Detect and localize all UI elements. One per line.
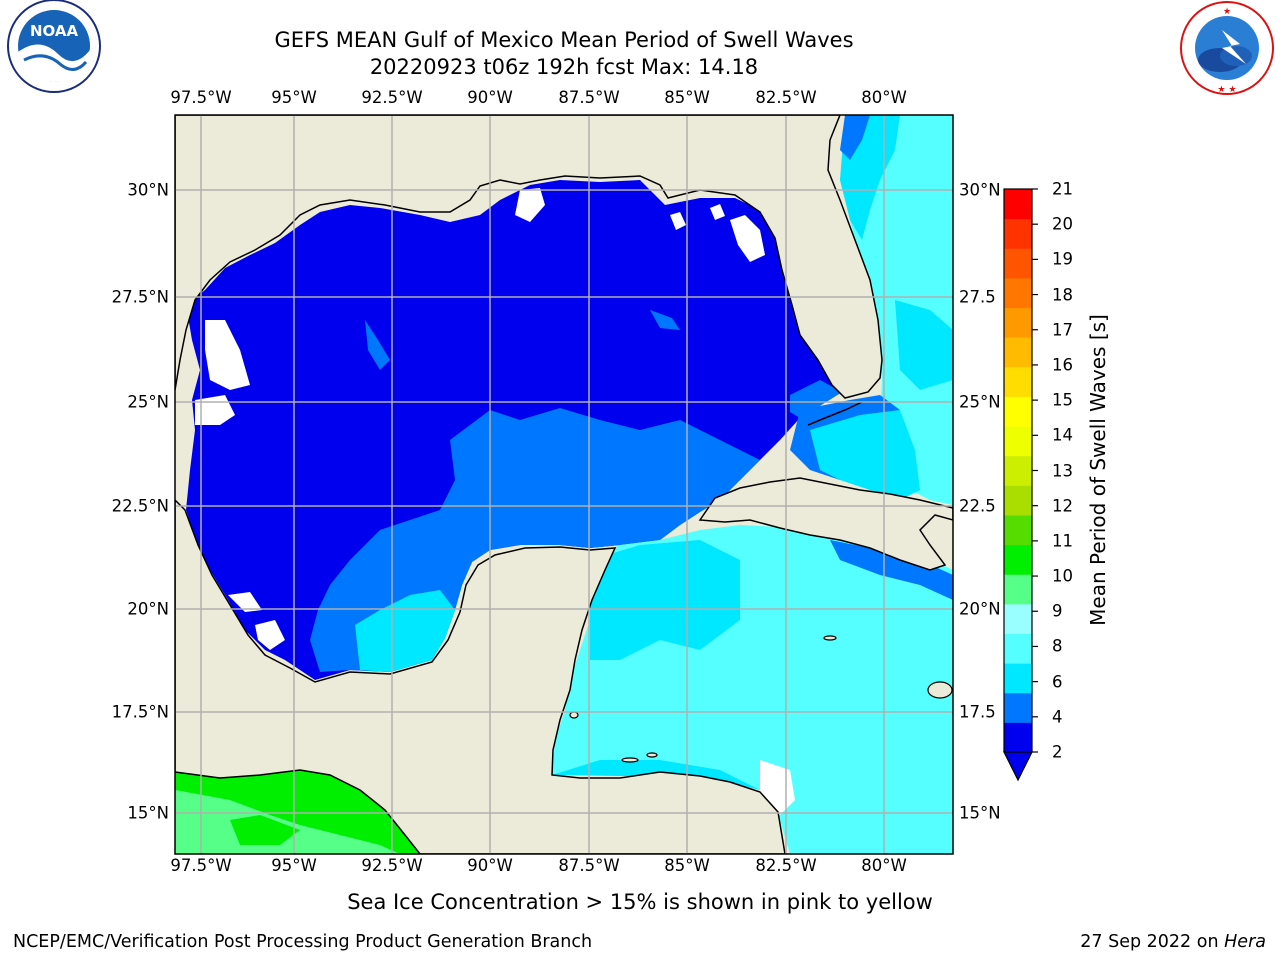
lon-label-bottom-2: 92.5°W — [361, 856, 423, 875]
colorbar-bin-14 — [1004, 307, 1032, 338]
lon-label-top-1: 95°W — [271, 88, 317, 107]
lat-label-left-1: 27.5°N — [111, 287, 169, 307]
colorbar-bin-4 — [1004, 603, 1032, 634]
colorbar-bin-0 — [1004, 722, 1032, 753]
colorbar-tick-5: 16 — [1052, 355, 1073, 375]
footer-date: 27 Sep 2022 on Hera — [1080, 932, 1266, 952]
colorbar-bin-10 — [1004, 426, 1032, 457]
colorbar-tick-6: 15 — [1052, 390, 1073, 410]
colorbar-tick-0: 21 — [1052, 179, 1073, 199]
map-frame — [174, 114, 954, 855]
lon-label-bottom-5: 85°W — [664, 856, 710, 875]
lon-label-top-6: 82.5°W — [755, 88, 817, 107]
lat-label-left-3: 22.5°N — [111, 496, 169, 516]
lat-label-right-0: 30°N — [959, 180, 1001, 200]
lat-label-left-0: 30°N — [127, 180, 169, 200]
us-mexico-land — [175, 115, 883, 399]
colorbar-bin-9 — [1004, 455, 1032, 486]
plot-title: GEFS MEAN Gulf of Mexico Mean Period of … — [274, 28, 854, 52]
plot-subtitle: 20220923 t06z 192h fcst Max: 14.18 — [369, 55, 759, 79]
map-area — [175, 115, 953, 854]
map-grid — [175, 115, 953, 854]
colorbar-tick-7: 14 — [1052, 425, 1073, 445]
lon-label-top-3: 90°W — [467, 88, 513, 107]
colorbar-bin-16 — [1004, 248, 1032, 279]
colorbar-bin-3 — [1004, 633, 1032, 664]
lat-label-right-2: 25°N — [959, 392, 1001, 412]
colorbar-tick-13: 8 — [1052, 636, 1063, 656]
lon-label-bottom-3: 90°W — [467, 856, 513, 875]
colorbar — [1003, 188, 1038, 782]
svg-text:★ ★: ★ ★ — [1217, 85, 1236, 95]
colorbar-extend-arrow — [1003, 751, 1033, 782]
colorbar-tick-3: 18 — [1052, 285, 1073, 305]
lon-label-bottom-6: 82.5°W — [755, 856, 817, 875]
lon-label-bottom-0: 97.5°W — [170, 856, 232, 875]
colorbar-tick-2: 19 — [1052, 249, 1073, 269]
noaa-logo: NOAA — [7, 0, 101, 93]
colorbar-bin-13 — [1004, 337, 1032, 368]
lat-label-left-5: 17.5°N — [111, 702, 169, 722]
colorbar-tick-8: 13 — [1052, 461, 1073, 480]
lat-label-right-4: 20°N — [959, 599, 1001, 619]
colorbar-tick-16: 2 — [1052, 742, 1063, 762]
lon-label-top-2: 92.5°W — [361, 88, 423, 107]
svg-text:★: ★ — [1223, 7, 1231, 17]
lat-label-right-1: 27.5 — [959, 287, 996, 307]
colorbar-bin-7 — [1004, 514, 1032, 546]
footer-machine: Hera — [1224, 932, 1266, 952]
colorbar-bin-6 — [1004, 544, 1032, 575]
colorbar-tick-12: 9 — [1052, 601, 1063, 621]
colorbar-tick-14: 6 — [1052, 672, 1063, 692]
lat-label-left-6: 15°N — [127, 803, 169, 823]
lat-label-right-6: 15°N — [959, 803, 1001, 823]
noaa-logo-text: NOAA — [30, 22, 79, 40]
colorbar-tick-1: 20 — [1052, 214, 1073, 234]
lon-label-bottom-1: 95°W — [271, 856, 317, 875]
lon-label-top-0: 97.5°W — [170, 88, 232, 107]
colorbar-bin-12 — [1004, 366, 1032, 397]
colorbar-bin-5 — [1004, 574, 1032, 605]
colorbar-bin-2 — [1004, 663, 1032, 694]
lon-label-bottom-7: 80°W — [861, 856, 907, 875]
colorbar-bin-1 — [1004, 692, 1032, 723]
colorbar-bin-18 — [1004, 189, 1032, 220]
lat-label-right-3: 22.5 — [959, 496, 996, 516]
colorbar-bin-8 — [1004, 485, 1032, 516]
colorbar-bin-15 — [1004, 277, 1032, 309]
sea-ice-note: Sea Ice Concentration > 15% is shown in … — [347, 890, 933, 914]
lon-label-top-4: 87.5°W — [558, 88, 620, 107]
lon-label-top-5: 85°W — [664, 88, 710, 107]
lon-label-bottom-4: 87.5°W — [558, 856, 620, 875]
colorbar-tick-15: 4 — [1052, 707, 1063, 727]
footer-credit: NCEP/EMC/Verification Post Processing Pr… — [13, 932, 593, 952]
lat-label-left-4: 20°N — [127, 599, 169, 619]
colorbar-tick-11: 10 — [1052, 566, 1073, 586]
cuba — [698, 477, 953, 571]
colorbar-tick-4: 17 — [1052, 320, 1073, 340]
colorbar-tick-10: 11 — [1052, 531, 1073, 551]
colorbar-bin-11 — [1004, 396, 1032, 427]
colorbar-bin-17 — [1004, 218, 1032, 249]
colorbar-tick-9: 12 — [1052, 496, 1073, 516]
nws-logo: ★ ★ ★ — [1180, 1, 1274, 95]
lat-label-left-2: 25°N — [127, 392, 169, 412]
lat-label-right-5: 17.5 — [959, 702, 996, 722]
lon-label-top-7: 80°W — [861, 88, 907, 107]
colorbar-label: Mean Period of Swell Waves [s] — [1086, 314, 1110, 626]
